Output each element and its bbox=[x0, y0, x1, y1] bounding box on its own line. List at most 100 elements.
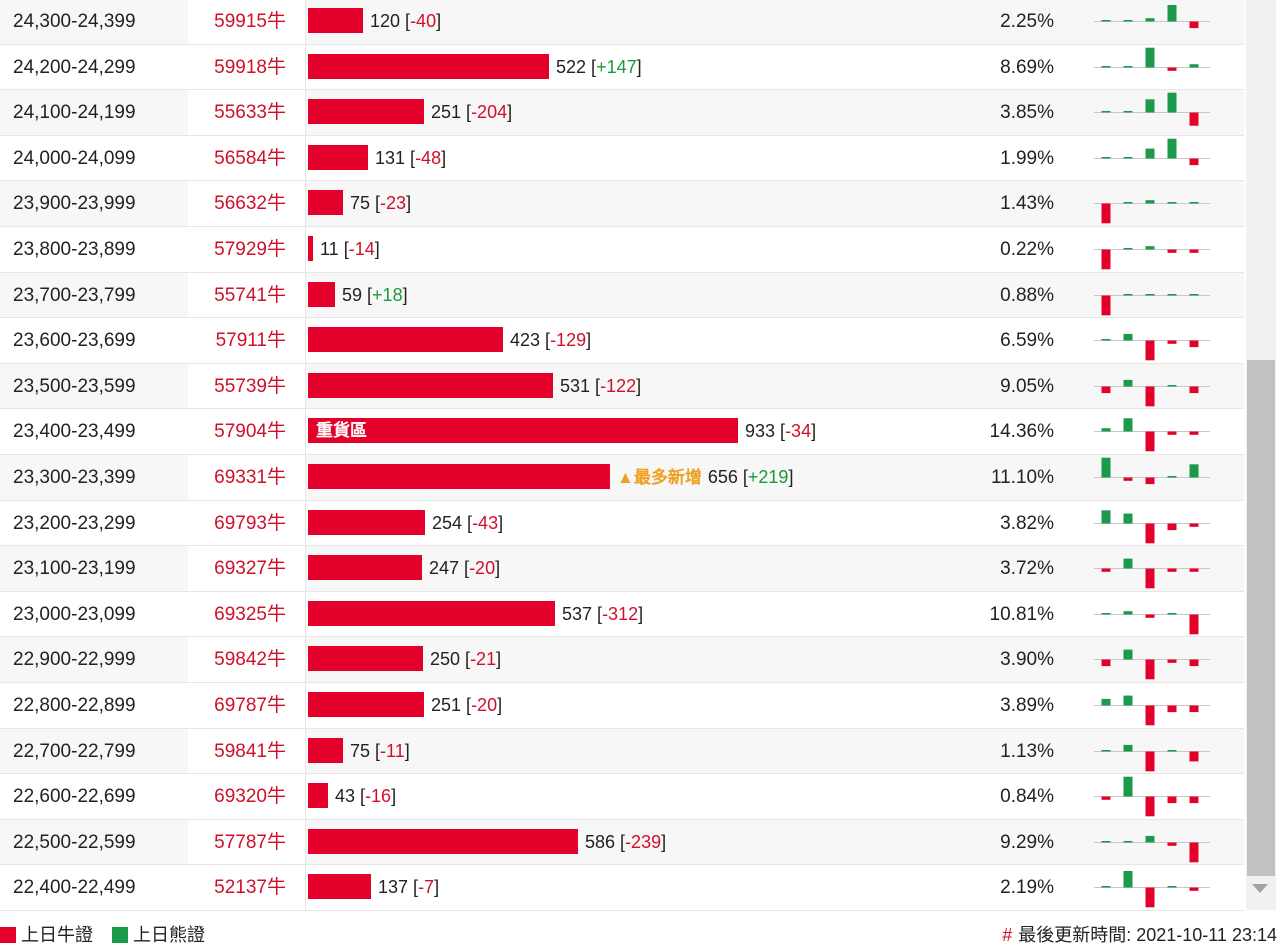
count-text: 120 [-40] bbox=[370, 11, 442, 31]
sparkline-bar bbox=[1145, 200, 1155, 204]
history-sparkline bbox=[1094, 776, 1210, 817]
sparkline-bar bbox=[1167, 796, 1177, 804]
legend-bull: 上日牛證 bbox=[0, 921, 93, 947]
strike-range: 22,900-22,999 bbox=[13, 649, 136, 671]
count-value: 59 bbox=[342, 284, 363, 305]
strike-range: 23,200-23,299 bbox=[13, 512, 136, 534]
cbbc-code-link[interactable]: 55741牛 bbox=[214, 284, 286, 306]
percentage: 2.19% bbox=[1000, 877, 1054, 899]
sparkline-bar bbox=[1101, 749, 1111, 751]
sparkline-bar bbox=[1101, 156, 1111, 159]
cbbc-code-link[interactable]: 59842牛 bbox=[214, 649, 286, 671]
sparkline-bar bbox=[1189, 464, 1199, 478]
sparkline-bar bbox=[1123, 776, 1133, 797]
history-sparkline bbox=[1094, 246, 1210, 270]
volume-bar bbox=[308, 646, 423, 672]
scroll-down-arrow-icon[interactable] bbox=[1252, 884, 1268, 893]
cbbc-code-link[interactable]: 69787牛 bbox=[214, 694, 286, 716]
sparkline-bar bbox=[1189, 659, 1199, 667]
sparkline-bar bbox=[1123, 334, 1133, 341]
count-value: 247 bbox=[429, 558, 460, 579]
count-value: 254 bbox=[432, 512, 463, 533]
sparkline-bar bbox=[1145, 386, 1155, 407]
code-cell bbox=[188, 0, 306, 44]
code-cell bbox=[188, 819, 306, 865]
cbbc-code-link[interactable]: 59918牛 bbox=[214, 56, 286, 78]
cbbc-code-link[interactable]: 55633牛 bbox=[214, 102, 286, 124]
change-value: -14 bbox=[348, 238, 375, 259]
sparkline-bar bbox=[1167, 67, 1177, 71]
sparkline-bar bbox=[1123, 558, 1133, 569]
sparkline-bar bbox=[1189, 63, 1199, 68]
sparkline-bar bbox=[1189, 431, 1199, 436]
count-value: 423 bbox=[510, 330, 541, 351]
cbbc-code-link[interactable]: 69320牛 bbox=[214, 786, 286, 808]
sparkline-bar bbox=[1123, 744, 1133, 751]
strike-range: 23,900-23,999 bbox=[13, 193, 136, 215]
count-value: 531 bbox=[560, 375, 591, 396]
cbbc-code-link[interactable]: 69325牛 bbox=[214, 603, 286, 625]
count-value: 75 bbox=[350, 193, 371, 214]
count-value: 11 bbox=[320, 238, 339, 259]
percentage: 6.59% bbox=[1000, 330, 1054, 352]
sparkline-bar bbox=[1123, 247, 1133, 250]
scrollbar-thumb[interactable] bbox=[1247, 360, 1275, 876]
volume-bar bbox=[308, 53, 549, 79]
percentage: 1.43% bbox=[1000, 193, 1054, 215]
percentage: 3.89% bbox=[1000, 694, 1054, 716]
sparkline-bar bbox=[1145, 796, 1155, 817]
change-value: -11 bbox=[380, 740, 405, 761]
sparkline-bar bbox=[1101, 509, 1111, 524]
cbbc-code-link[interactable]: 57904牛 bbox=[214, 421, 286, 443]
sparkline-bar bbox=[1167, 249, 1177, 253]
volume-bar bbox=[308, 327, 503, 353]
cbbc-code-link[interactable]: 57929牛 bbox=[214, 238, 286, 260]
cbbc-code-link[interactable]: 55739牛 bbox=[214, 375, 286, 397]
cbbc-code-link[interactable]: 52137牛 bbox=[214, 877, 286, 899]
history-sparkline bbox=[1094, 200, 1210, 224]
history-sparkline bbox=[1094, 835, 1210, 862]
history-sparkline bbox=[1094, 509, 1210, 543]
sparkline-bar bbox=[1145, 477, 1155, 485]
change-value: +219 bbox=[747, 466, 789, 487]
count-value: 251 bbox=[431, 102, 462, 123]
sparkline-bar bbox=[1167, 705, 1177, 713]
code-cell bbox=[188, 318, 306, 363]
sparkline-bar bbox=[1123, 513, 1133, 524]
cbbc-code-link[interactable]: 59841牛 bbox=[214, 740, 286, 762]
cbbc-code-link[interactable]: 69331牛 bbox=[214, 466, 286, 488]
count-value: 43 bbox=[335, 786, 356, 807]
strike-range: 22,600-22,699 bbox=[13, 786, 136, 808]
sparkline-bar bbox=[1145, 47, 1155, 68]
legend-bear-swatch bbox=[112, 927, 128, 943]
percentage: 3.82% bbox=[1000, 512, 1054, 534]
cbbc-code-link[interactable]: 56584牛 bbox=[214, 147, 286, 169]
cbbc-code-link[interactable]: 69793牛 bbox=[214, 512, 286, 534]
cbbc-code-link[interactable]: 57787牛 bbox=[214, 831, 286, 853]
sparkline-bar bbox=[1101, 659, 1111, 667]
cbbc-code-link[interactable]: 57911牛 bbox=[215, 330, 286, 352]
sparkline-bar bbox=[1167, 659, 1177, 664]
volume-bar bbox=[308, 144, 368, 170]
volume-bar bbox=[308, 555, 422, 581]
count-value: 586 bbox=[585, 831, 616, 852]
sparkline-bar bbox=[1101, 428, 1111, 432]
sparkline-bar bbox=[1123, 293, 1133, 296]
sparkline-bar bbox=[1123, 156, 1133, 159]
code-cell bbox=[188, 682, 306, 728]
count-text: 59 [+18] bbox=[342, 284, 408, 305]
sparkline-bar bbox=[1101, 203, 1111, 224]
percentage: 10.81% bbox=[989, 603, 1054, 625]
volume-bar bbox=[308, 372, 553, 398]
code-cell bbox=[188, 454, 306, 500]
count-value: 120 bbox=[370, 11, 401, 31]
count-text: 250 [-21] bbox=[430, 649, 502, 670]
cbbc-code-link[interactable]: 69327牛 bbox=[214, 558, 286, 580]
percentage: 0.84% bbox=[1000, 786, 1054, 808]
sparkline-bar bbox=[1101, 886, 1111, 888]
sparkline-bar bbox=[1101, 840, 1111, 843]
cbbc-code-link[interactable]: 56632牛 bbox=[214, 193, 286, 215]
scrollbar[interactable] bbox=[1246, 0, 1276, 910]
change-value: -204 bbox=[471, 102, 508, 123]
cbbc-code-link[interactable]: 59915牛 bbox=[214, 11, 286, 32]
